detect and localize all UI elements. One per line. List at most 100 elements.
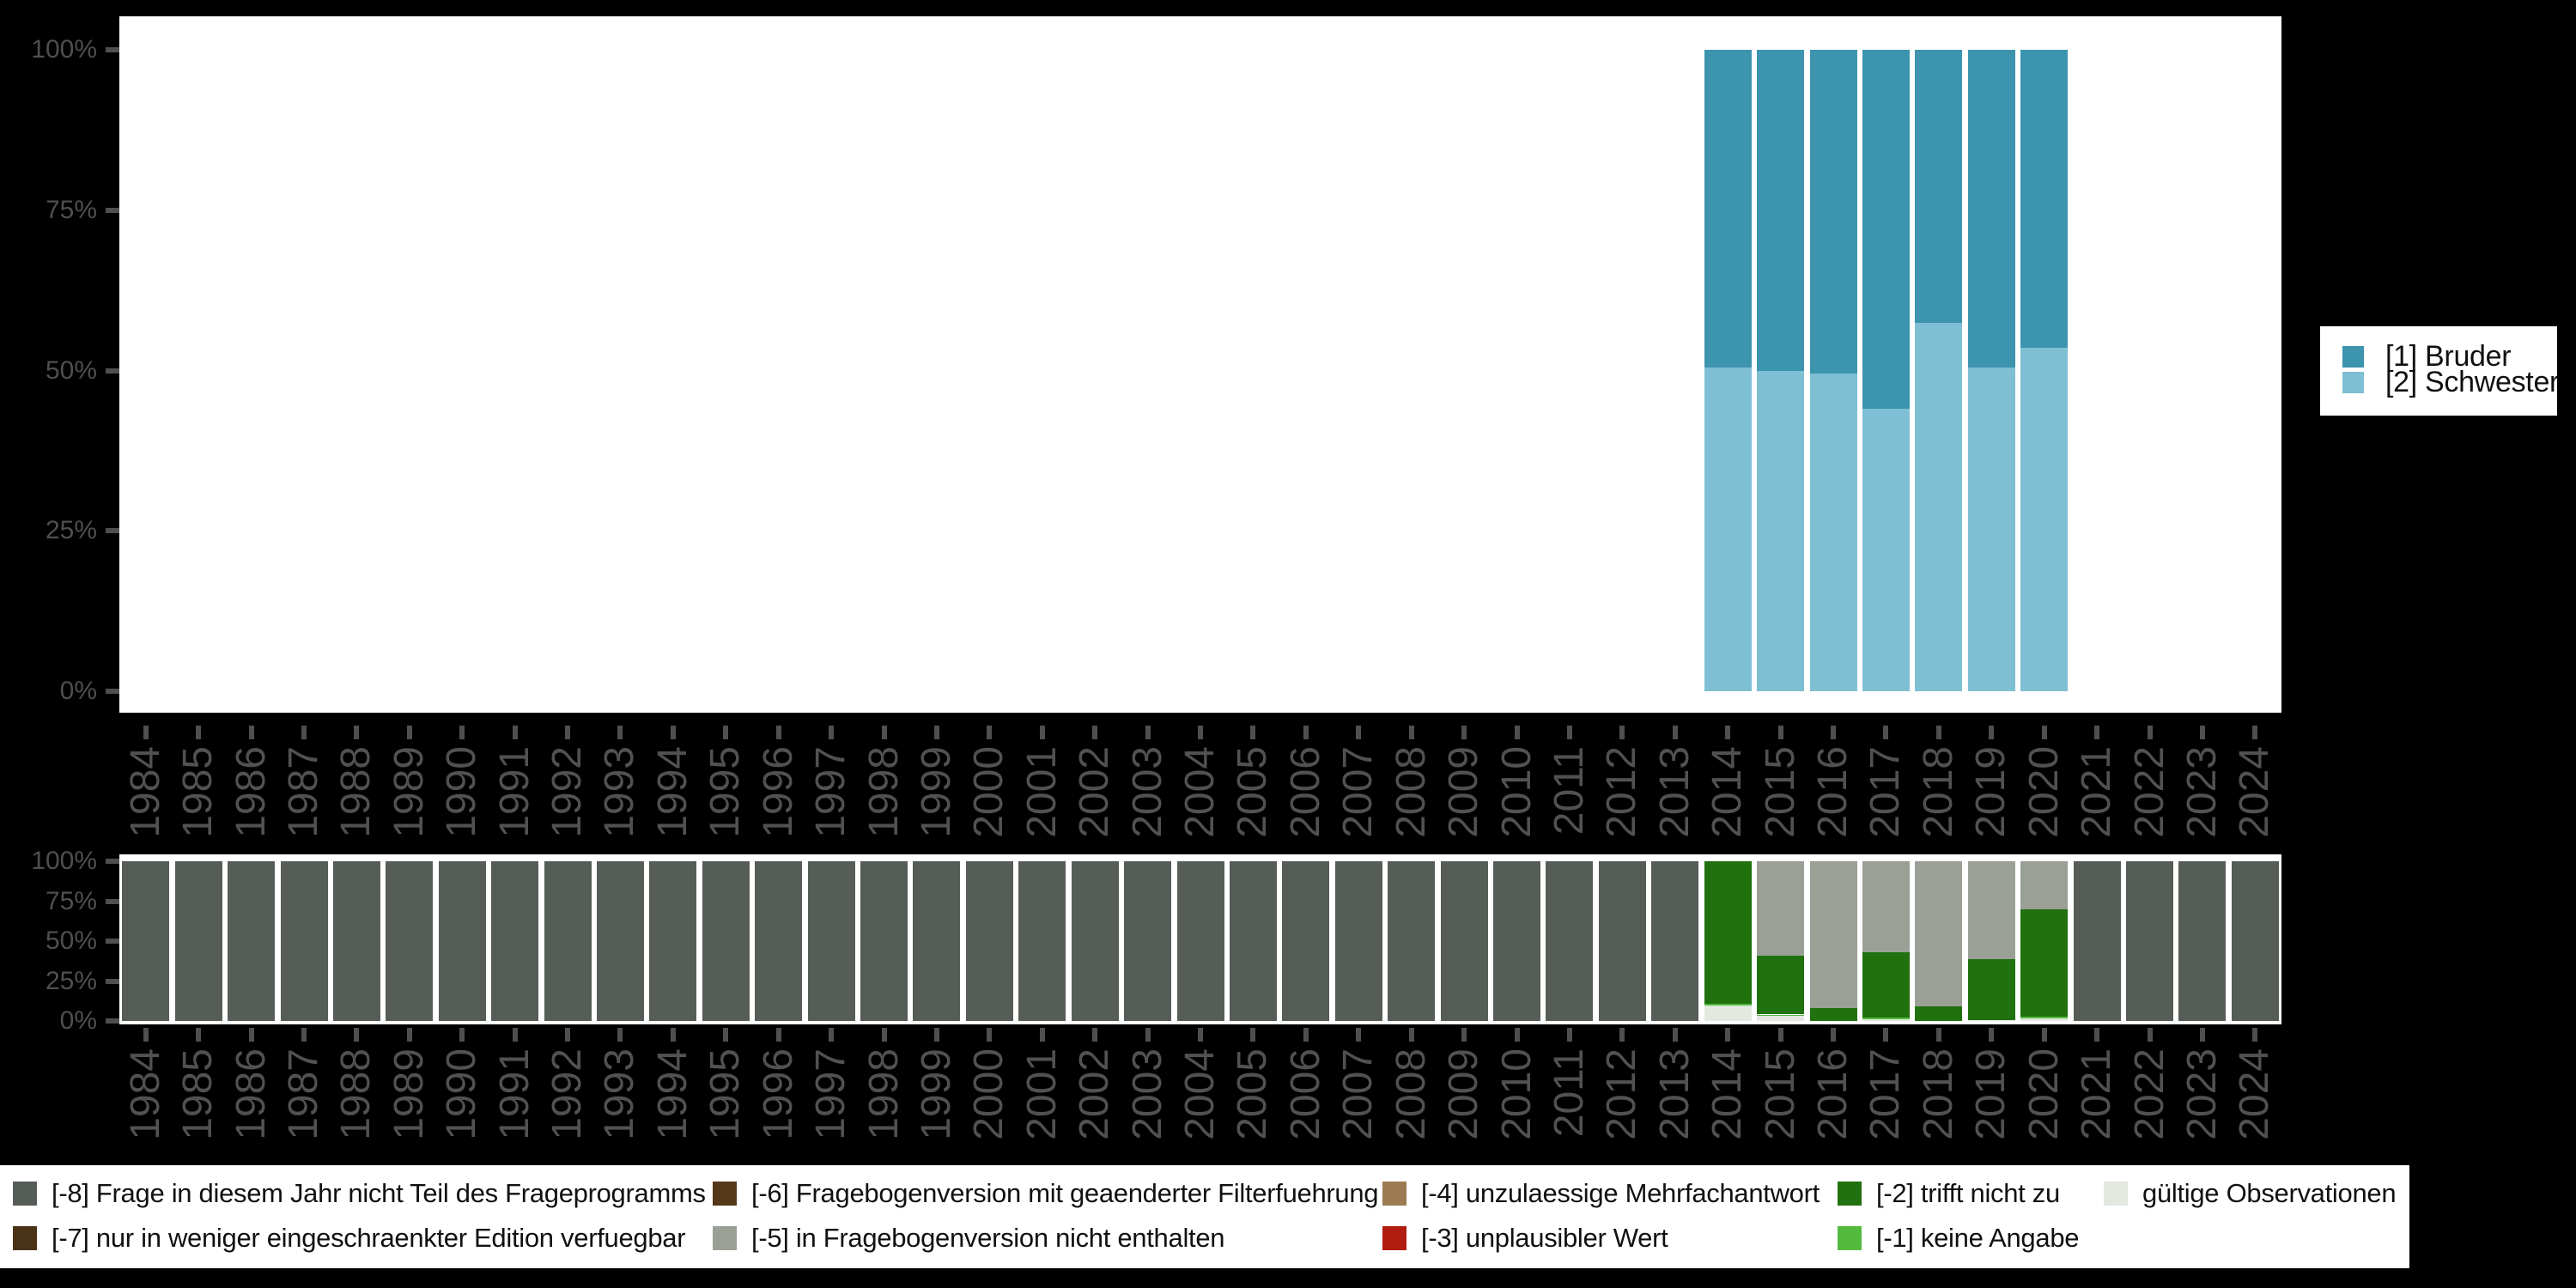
x-axis-year-label: 2002	[1072, 1048, 1118, 1140]
x-axis-tick	[2147, 1028, 2153, 1042]
bar-segment-2017-s2	[1862, 952, 1910, 1018]
x-axis-year-label: 1994	[649, 746, 696, 838]
bar-segment-1988-s0	[332, 861, 380, 1021]
bar-segment-2018-s1	[1915, 861, 1963, 1007]
x-axis-year-label: 2023	[2178, 746, 2225, 838]
bar-segment-2023-s0	[2178, 861, 2227, 1021]
x-axis-tick	[1514, 1028, 1520, 1042]
x-axis-year-label: 2008	[1388, 746, 1434, 838]
x-axis-year-label: 1990	[439, 746, 485, 838]
x-axis-tick	[1461, 1028, 1467, 1042]
x-axis-year-label: 1995	[702, 746, 749, 838]
x-axis-year-label: 1998	[860, 1048, 907, 1140]
x-axis-year-label: 1986	[228, 746, 274, 838]
x-axis-year-label: 1996	[755, 1048, 801, 1140]
x-axis-year-label: 2018	[1915, 746, 1961, 838]
bar-segment-2020-s3	[2020, 1017, 2069, 1019]
x-axis-tick	[1092, 726, 1098, 739]
x-axis-year-label: 2015	[1757, 1048, 1803, 1140]
bar-segment-2015-s4	[1757, 1016, 1805, 1021]
x-axis-tick	[143, 726, 149, 739]
x-axis-tick	[987, 726, 993, 739]
x-axis-year-label: 1999	[913, 746, 959, 838]
x-axis-year-label: 2003	[1124, 1048, 1170, 1140]
legend-color-swatch	[713, 1226, 737, 1250]
x-axis-tick	[1989, 1028, 1995, 1042]
x-axis-year-label: 1993	[597, 746, 643, 838]
x-axis-year-label: 2024	[2232, 1048, 2278, 1140]
x-axis-tick	[1777, 726, 1783, 739]
legend-bottom-item: [-6] Fragebogenversion mit geaenderter F…	[713, 1178, 1379, 1208]
bar-segment-2003-s0	[1124, 861, 1172, 1021]
x-axis-year-label: 2022	[2126, 1048, 2172, 1140]
x-axis-tick	[565, 1028, 570, 1042]
bar-segment-1989-s0	[386, 861, 434, 1021]
y-axis-label: 75%	[45, 195, 97, 224]
bar-segment-1993-s0	[596, 861, 644, 1021]
x-axis-year-label: 2006	[1282, 746, 1328, 838]
legend-color-swatch	[13, 1182, 37, 1206]
x-axis-tick	[143, 1028, 149, 1042]
y-axis-label: 0%	[59, 1006, 97, 1035]
x-axis-tick	[775, 726, 781, 739]
x-axis-year-label: 2005	[1230, 1048, 1276, 1140]
x-axis-tick	[1408, 726, 1414, 739]
bar-segment-2020-s1	[2020, 861, 2069, 909]
x-axis-tick	[1408, 1028, 1414, 1042]
sibling-type-chart-plot	[119, 16, 2281, 713]
x-axis-year-label: 2016	[1810, 746, 1856, 838]
x-axis-tick	[881, 726, 887, 739]
x-axis-year-label: 2000	[966, 746, 1012, 838]
bar-segment-2019-s1	[1967, 861, 2015, 959]
bar-segment-2019-s2	[1967, 958, 2015, 1021]
x-axis-year-label: 2023	[2178, 1048, 2225, 1140]
legend-item-label: [-4] unzulaessige Mehrfachantwort	[1421, 1178, 1820, 1208]
bar-segment-1984-s0	[122, 861, 170, 1021]
bar-segment-2011-s0	[1546, 861, 1594, 1021]
x-axis-tick	[406, 1028, 412, 1042]
x-axis-year-label: 2002	[1072, 746, 1118, 838]
x-axis-tick	[2199, 726, 2205, 739]
bar-segment-2004-s0	[1176, 861, 1224, 1021]
x-axis-year-label: 2004	[1177, 1048, 1223, 1140]
x-axis-tick	[1250, 1028, 1256, 1042]
x-axis-year-label: 2001	[1018, 746, 1065, 838]
bar-segment-2002-s0	[1071, 861, 1119, 1021]
x-axis-tick	[1935, 1028, 1941, 1042]
bar-segment-2015-s2	[1757, 955, 1805, 1015]
legend-right-item: [2] Schwester	[2342, 368, 2557, 397]
legend-bottom-item: [-2] trifft nicht zu	[1838, 1180, 2060, 1206]
x-axis-year-label: 1999	[913, 1048, 959, 1140]
bar-segment-2020-s0	[2020, 50, 2069, 349]
x-axis-tick	[2041, 1028, 2047, 1042]
bar-segment-1997-s0	[807, 861, 855, 1021]
bar-segment-2000-s0	[965, 861, 1013, 1021]
x-axis-tick	[1672, 1028, 1678, 1042]
y-axis-label: 25%	[45, 516, 97, 545]
legend-bottom-item: [-1] keine Angabe	[1838, 1224, 2080, 1251]
bar-segment-1996-s0	[755, 861, 803, 1021]
y-axis-label: 0%	[59, 677, 97, 705]
x-axis-year-label: 1985	[175, 746, 222, 838]
legend-color-swatch	[1838, 1182, 1862, 1206]
x-axis-tick	[1514, 726, 1520, 739]
legend-item-label: [-7] nur in weniger eingeschraenkter Edi…	[52, 1223, 686, 1253]
bar-segment-2018-s0	[1915, 50, 1963, 323]
x-axis-year-label: 1993	[597, 1048, 643, 1140]
x-axis-tick	[2094, 1028, 2099, 1042]
y-axis-label: 25%	[45, 966, 97, 995]
x-axis-year-label: 2015	[1757, 746, 1803, 838]
bar-segment-1995-s0	[702, 861, 750, 1021]
legend-item-label: [-6] Fragebogenversion mit geaenderter F…	[751, 1178, 1379, 1208]
x-axis-year-label: 2014	[1704, 746, 1751, 838]
x-axis-year-label: 2013	[1651, 746, 1698, 838]
x-axis-year-label: 2008	[1388, 1048, 1434, 1140]
bar-segment-2005-s0	[1229, 861, 1277, 1021]
x-axis-tick	[1039, 726, 1045, 739]
legend-color-swatch	[713, 1182, 737, 1206]
x-axis-year-label: 2014	[1704, 1048, 1751, 1140]
y-axis-tick	[106, 368, 119, 374]
x-axis-tick	[1303, 1028, 1309, 1042]
legend-color-swatch	[2342, 346, 2364, 368]
x-axis-year-label: 2009	[1441, 746, 1487, 838]
